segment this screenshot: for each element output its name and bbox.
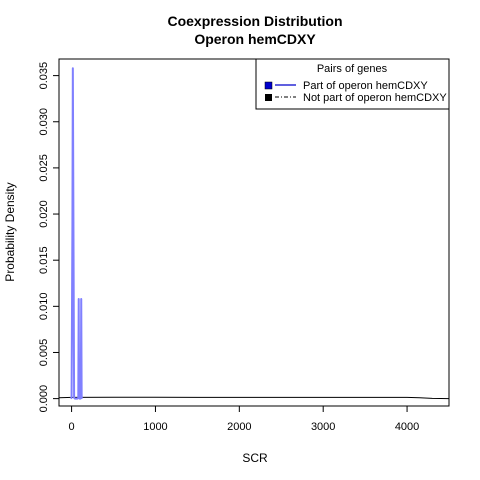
x-axis: 0 1000 2000 3000 4000 [69, 406, 419, 433]
y-tick-label: 0.035 [38, 62, 50, 90]
y-axis: 0.000 0.005 0.010 0.015 0.020 0.025 0.030 0.035 [38, 62, 59, 413]
legend-box [255, 58, 450, 110]
x-axis-label: SCR [242, 451, 268, 465]
legend-title: Pairs of genes [317, 63, 388, 75]
y-axis-label: Probability Density [3, 182, 17, 281]
x-tick-label: 4000 [395, 421, 419, 433]
y-tick-label: 0.020 [38, 200, 50, 228]
y-tick-label: 0.010 [38, 293, 50, 321]
y-tick-label: 0.015 [38, 246, 50, 274]
y-tick-label: 0.025 [38, 154, 50, 182]
x-tick-label: 0 [69, 421, 75, 433]
series-line-part [69, 67, 84, 400]
x-tick-label: 2000 [227, 421, 251, 433]
y-tick-label: 0.030 [38, 108, 50, 136]
y-tick-label: 0.005 [38, 339, 50, 367]
legend: Pairs of genes Part of operon hemCDXY No… [255, 58, 450, 110]
legend-swatch-part [264, 81, 273, 90]
chart-subtitle: Operon hemCDXY [194, 31, 316, 47]
plot-frame [58, 58, 450, 407]
legend-label-not-part: Not part of operon hemCDXY [303, 92, 447, 104]
chart-title: Coexpression Distribution [167, 13, 342, 29]
legend-label-part: Part of operon hemCDXY [303, 80, 428, 92]
x-tick-label: 1000 [143, 421, 167, 433]
y-tick-label: 0.000 [38, 385, 50, 413]
series-layer [58, 67, 450, 400]
series-line-not-part [58, 396, 450, 400]
x-tick-label: 3000 [311, 421, 335, 433]
legend-swatch-not-part [265, 94, 272, 101]
